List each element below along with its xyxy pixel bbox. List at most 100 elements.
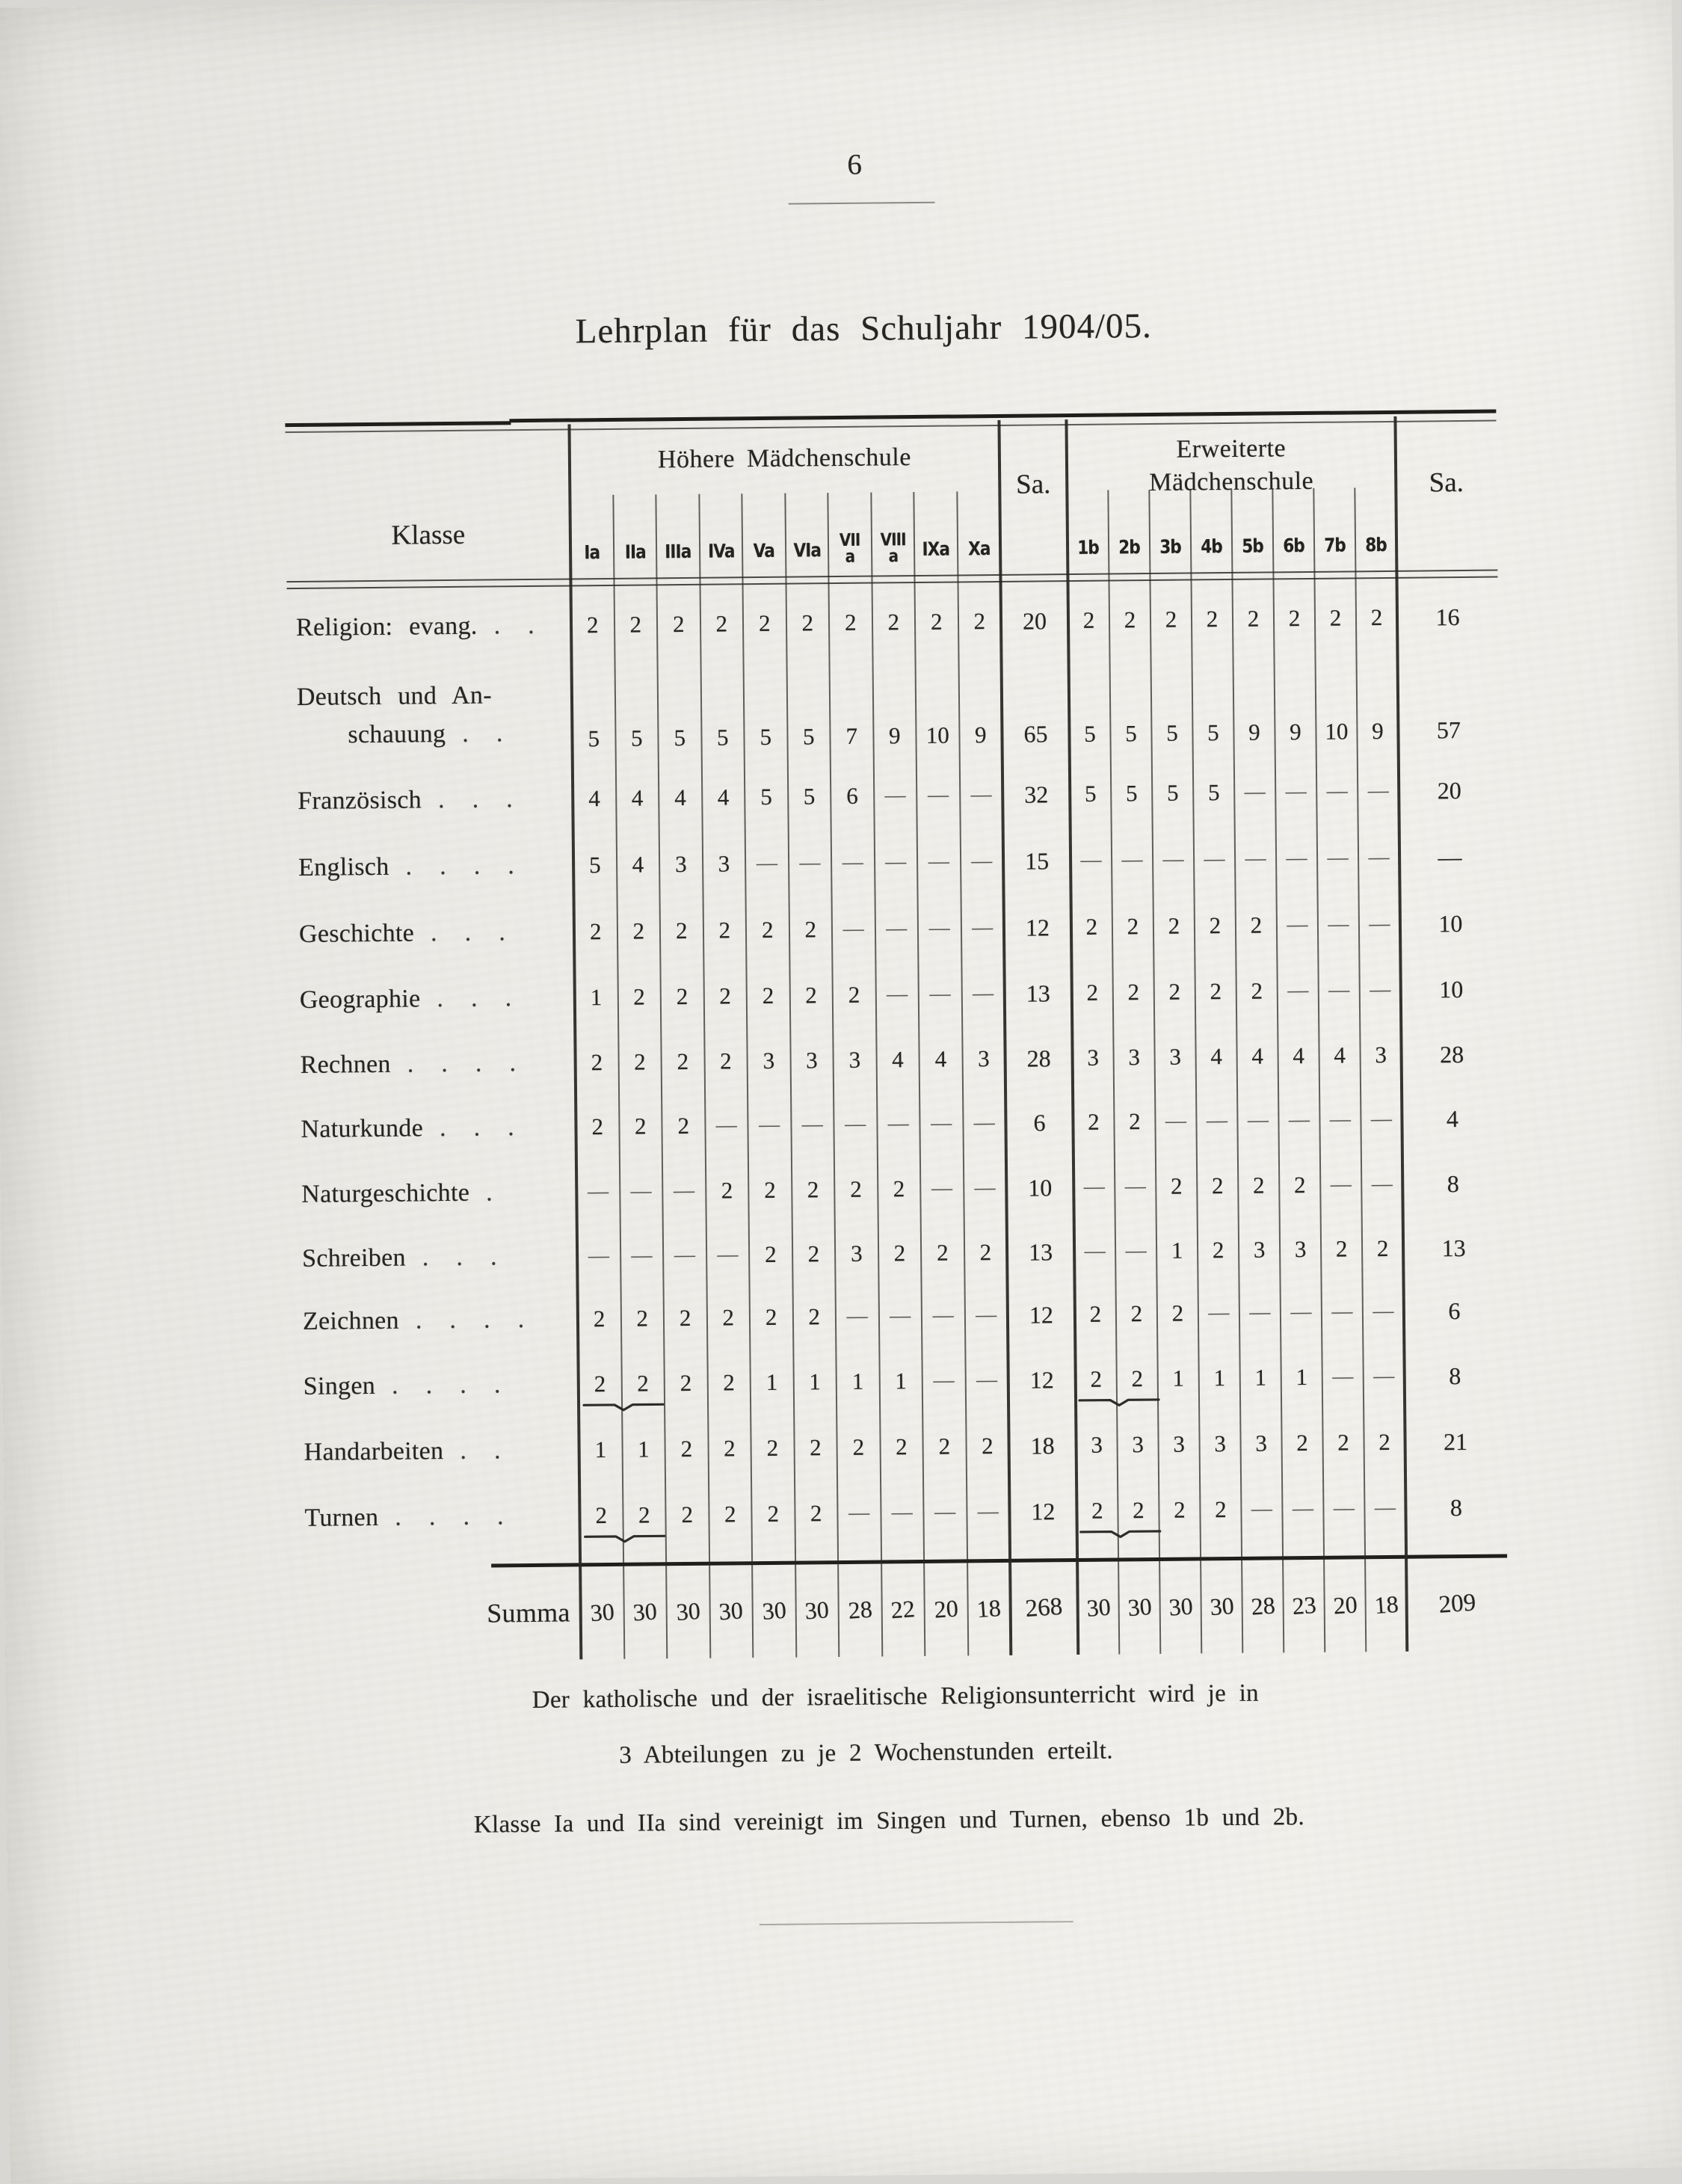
hours-cell: 3 bbox=[1128, 1044, 1141, 1071]
header-klasse: Klasse bbox=[391, 519, 466, 551]
summa-label-cell: Summa bbox=[296, 1568, 581, 1659]
hours-cell: — bbox=[887, 1112, 909, 1136]
hours-cell: 2 bbox=[930, 608, 943, 635]
hours-cell: 2 bbox=[762, 982, 774, 1009]
leader-dots: . . . bbox=[437, 785, 514, 814]
table-row: Französisch . . . 4 4 4 4 5 5 6 — — — 32 5 5 5 5 — — — — 20 bbox=[289, 757, 1500, 835]
hours-cell: 2 bbox=[764, 1240, 777, 1267]
hours-cell: 2 bbox=[765, 1303, 777, 1330]
hours-cell: 2 bbox=[810, 1500, 822, 1527]
hours-cell: 1 bbox=[590, 984, 603, 1011]
hours-cell: 4 bbox=[632, 851, 644, 878]
hours-cell: 2 bbox=[724, 1501, 736, 1528]
hours-cell: 10 bbox=[1028, 1173, 1053, 1202]
hours-cell: 2 bbox=[887, 609, 900, 636]
class-column-header: IXa bbox=[922, 538, 950, 560]
hours-cell: 2 bbox=[1211, 1172, 1224, 1199]
hours-cell: 2 bbox=[636, 1305, 649, 1332]
curriculum-table: Klasse Höhere Mädchenschule Erweiterte M… bbox=[285, 409, 1509, 1670]
hours-cell: 2 bbox=[680, 1369, 692, 1397]
hours-cell: 2 bbox=[633, 983, 645, 1010]
hours-cell: 12 bbox=[1029, 1300, 1054, 1329]
hours-cell: — bbox=[1206, 1109, 1228, 1133]
hours-cell: — bbox=[1328, 978, 1350, 1002]
subject-label-cell: Geschichte . . . bbox=[290, 899, 575, 968]
hours-cell: 5 bbox=[802, 723, 815, 750]
hours-cell: — bbox=[928, 916, 950, 940]
class-column-header: 3b bbox=[1159, 535, 1182, 558]
hours-cell: 18 bbox=[1030, 1431, 1055, 1459]
header-group-hoehere-maedchenschule: Höhere Mädchenschule bbox=[657, 443, 912, 474]
hours-cell: 2 bbox=[719, 1048, 732, 1074]
hours-cell: 2 bbox=[715, 610, 728, 637]
hours-cell: — bbox=[1251, 1497, 1273, 1521]
hours-cell: 2 bbox=[1212, 1237, 1224, 1264]
hours-cell: — bbox=[1333, 1496, 1355, 1520]
hours-cell: 2 bbox=[672, 610, 685, 638]
leader-dots: . . . bbox=[439, 1113, 515, 1142]
hours-cell: 13 bbox=[1441, 1234, 1466, 1261]
hours-cell: 3 bbox=[674, 850, 687, 878]
hours-cell: 2 bbox=[979, 1239, 992, 1266]
hours-cell: 2 bbox=[718, 917, 731, 944]
hours-cell: 2 bbox=[761, 916, 774, 944]
hours-cell: 5 bbox=[1125, 720, 1137, 747]
hours-cell: 268 bbox=[1024, 1593, 1064, 1622]
hours-cell: 2 bbox=[633, 1048, 646, 1075]
hours-cell: 3 bbox=[1294, 1236, 1307, 1263]
subject-label-cell: Französisch . . . bbox=[289, 766, 573, 834]
hours-cell: — bbox=[976, 1303, 997, 1327]
hours-cell: 2 bbox=[844, 609, 857, 636]
hours-cell: 8 bbox=[1449, 1362, 1461, 1389]
hours-cell: — bbox=[1328, 912, 1349, 936]
hours-cell: — bbox=[1286, 846, 1307, 870]
hours-cell: — bbox=[1329, 1107, 1352, 1131]
hours-cell: — bbox=[1080, 848, 1102, 872]
hours-cell: 2 bbox=[973, 608, 986, 635]
hours-cell: 18 bbox=[1373, 1590, 1399, 1619]
hours-cell: 2 bbox=[677, 1048, 689, 1075]
hours-cell: 1 bbox=[765, 1368, 778, 1395]
hours-cell: 1 bbox=[1171, 1237, 1183, 1264]
hours-cell: 21 bbox=[1443, 1427, 1468, 1455]
hours-cell: — bbox=[931, 1176, 953, 1200]
hours-cell: — bbox=[1204, 847, 1225, 871]
hours-cell: 22 bbox=[890, 1594, 917, 1623]
hours-cell: 28 bbox=[1026, 1044, 1051, 1072]
hours-cell: — bbox=[884, 784, 906, 808]
leader-dots: . . . . bbox=[405, 852, 515, 881]
hours-cell: 3 bbox=[850, 1240, 863, 1267]
hours-cell: — bbox=[972, 982, 994, 1006]
hours-cell: 3 bbox=[1169, 1043, 1182, 1070]
hours-cell: 65 bbox=[1023, 720, 1048, 748]
hours-cell: 1 bbox=[895, 1368, 907, 1394]
hours-cell: — bbox=[973, 1111, 995, 1135]
hours-cell: — bbox=[1287, 912, 1308, 937]
hours-cell: 10 bbox=[1438, 909, 1463, 937]
hours-cell: 2 bbox=[850, 1175, 862, 1202]
subject-label-cell: Handarbeiten . . bbox=[295, 1418, 579, 1485]
hours-cell: 2 bbox=[1127, 979, 1140, 1006]
class-column-header: IIIa bbox=[665, 540, 691, 562]
hours-cell: 2 bbox=[848, 981, 860, 1008]
hours-cell: — bbox=[931, 1111, 952, 1135]
hours-cell: 3 bbox=[805, 1047, 818, 1074]
class-column-header: 5b bbox=[1242, 535, 1264, 557]
hours-cell: 2 bbox=[1337, 1429, 1349, 1456]
leader-dots: . bbox=[485, 1178, 493, 1207]
hours-cell: 2 bbox=[1129, 1108, 1141, 1135]
table-body: Religion: evang.. . 2 2 2 2 2 2 2 2 2 2 20 2 2 2 2 2 2 2 2 1… bbox=[287, 581, 1509, 1659]
hours-cell: 12 bbox=[1031, 1497, 1056, 1525]
leader-dots: . . . . bbox=[391, 1371, 501, 1400]
combined-classes-brace bbox=[583, 1532, 667, 1545]
subject-label-cell: Naturkunde . . . bbox=[292, 1095, 576, 1162]
footnote-religion-line2: 3 Abteilungen zu je 2 Wochenstunden erte… bbox=[619, 1737, 1113, 1769]
hours-cell: 5 bbox=[1166, 779, 1179, 806]
leader-dots: . . . . bbox=[395, 1502, 505, 1531]
hours-cell: 2 bbox=[679, 1304, 691, 1332]
hours-cell: 5 bbox=[760, 783, 772, 810]
hours-cell: 3 bbox=[1255, 1430, 1268, 1456]
hours-cell: — bbox=[977, 1500, 999, 1524]
hours-cell: 2 bbox=[938, 1433, 951, 1459]
hours-cell: — bbox=[799, 851, 821, 875]
